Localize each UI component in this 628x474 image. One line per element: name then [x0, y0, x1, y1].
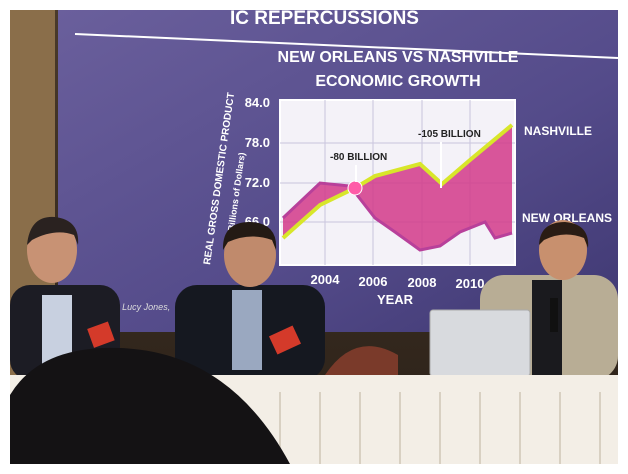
laptop [429, 309, 531, 377]
x-tick-label: 2008 [408, 275, 437, 290]
chart-title: ECONOMIC GROWTH [315, 73, 480, 90]
new-orleans-line [281, 181, 513, 252]
chart-title: NEW ORLEANS VS NASHVILLE [278, 49, 519, 66]
heading-rule [74, 33, 619, 59]
gap-area [283, 125, 512, 250]
nashville-line [281, 123, 514, 240]
x-tick-label: 2006 [359, 274, 388, 289]
audience-head [10, 347, 290, 464]
x-tick-label: 2004 [311, 272, 341, 287]
annotation: -80 BILLION [330, 152, 387, 163]
y-tick-label: 72.0 [245, 175, 270, 190]
x-tick-label: 2010 [456, 276, 485, 291]
credit: Dr. Lucy Jones, [108, 302, 170, 312]
panelist-middle [175, 222, 325, 380]
y-tick-label: 78.0 [245, 135, 270, 150]
series-label: NASHVILLE [524, 124, 592, 138]
slide-heading: IC REPERCUSSIONS [230, 8, 419, 29]
cloth-folds [279, 392, 601, 464]
annotation: -105 BILLION [418, 129, 481, 140]
x-axis-label: YEAR [377, 292, 414, 307]
marker [347, 180, 363, 196]
chair [325, 346, 398, 378]
y-tick-label: 84.0 [245, 95, 270, 110]
series-label: NEW ORLEANS [522, 211, 612, 225]
